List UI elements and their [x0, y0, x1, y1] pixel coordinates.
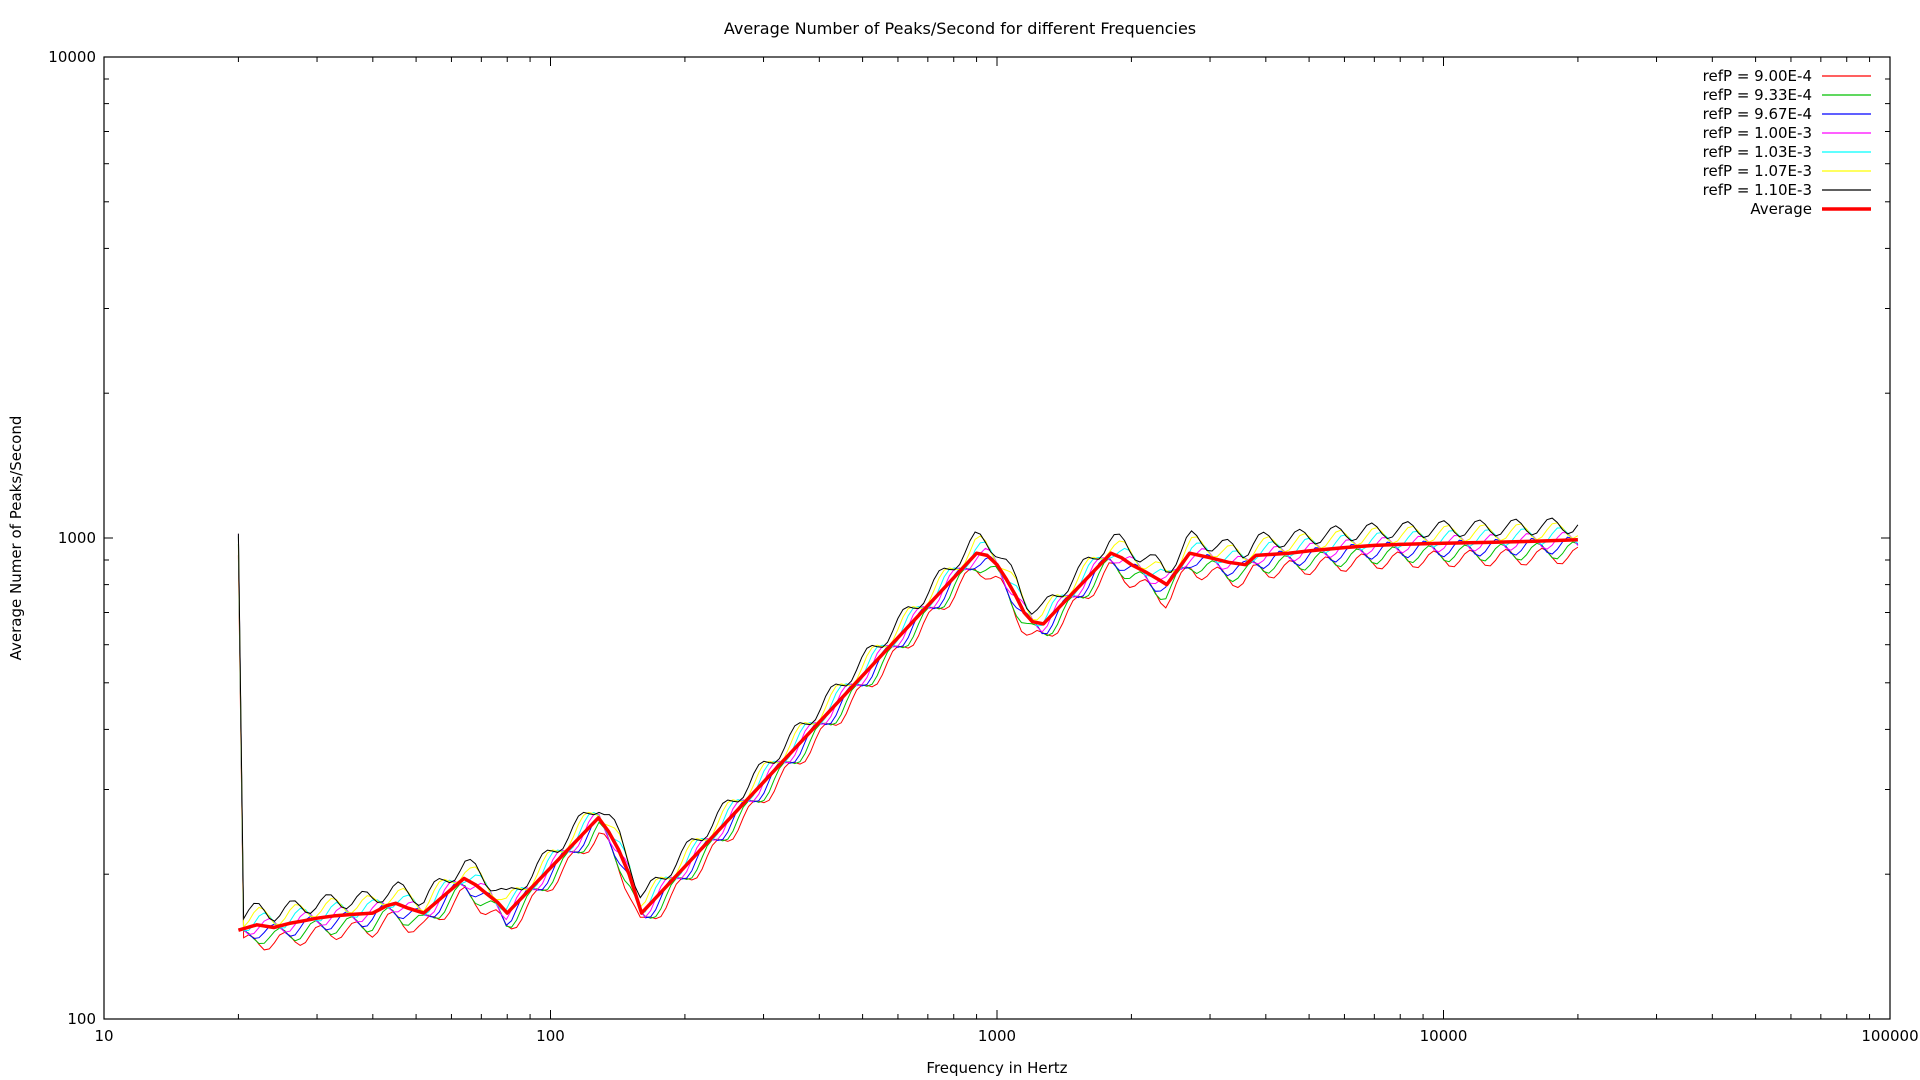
average-line	[237, 537, 1578, 932]
x-tick-label: 10000	[1420, 1027, 1468, 1045]
series-line	[237, 541, 1579, 945]
legend-label: refP = 1.07E-3	[1703, 162, 1812, 180]
series-line	[237, 531, 1579, 936]
series-line	[237, 546, 1579, 951]
legend-label: refP = 1.10E-3	[1703, 181, 1812, 199]
plot-frame	[103, 56, 1891, 1020]
legend-label: refP = 9.00E-4	[1703, 67, 1812, 85]
legend-label: refP = 9.67E-4	[1703, 105, 1812, 123]
series-layer	[237, 517, 1579, 951]
axis-ticks	[103, 56, 1891, 1020]
legend-label: refP = 1.03E-3	[1703, 143, 1812, 161]
x-tick-label: 10	[94, 1027, 113, 1045]
series-line	[237, 527, 1579, 932]
x-tick-label: 100	[536, 1027, 565, 1045]
y-axis-label: Average Numer of Peaks/Second	[7, 416, 25, 661]
x-tick-label: 100000	[1861, 1027, 1918, 1045]
y-tick-label: 1000	[58, 529, 96, 547]
legend-label: Average	[1750, 200, 1812, 218]
y-tick-label: 10000	[48, 48, 96, 66]
series-line	[237, 517, 1579, 922]
series-line	[237, 522, 1579, 929]
chart-title: Average Number of Peaks/Second for diffe…	[724, 19, 1196, 38]
legend-label: refP = 1.00E-3	[1703, 124, 1812, 142]
x-axis-label: Frequency in Hertz	[926, 1059, 1067, 1077]
legend-label: refP = 9.33E-4	[1703, 86, 1812, 104]
y-tick-label: 100	[67, 1010, 96, 1028]
x-tick-label: 1000	[978, 1027, 1016, 1045]
